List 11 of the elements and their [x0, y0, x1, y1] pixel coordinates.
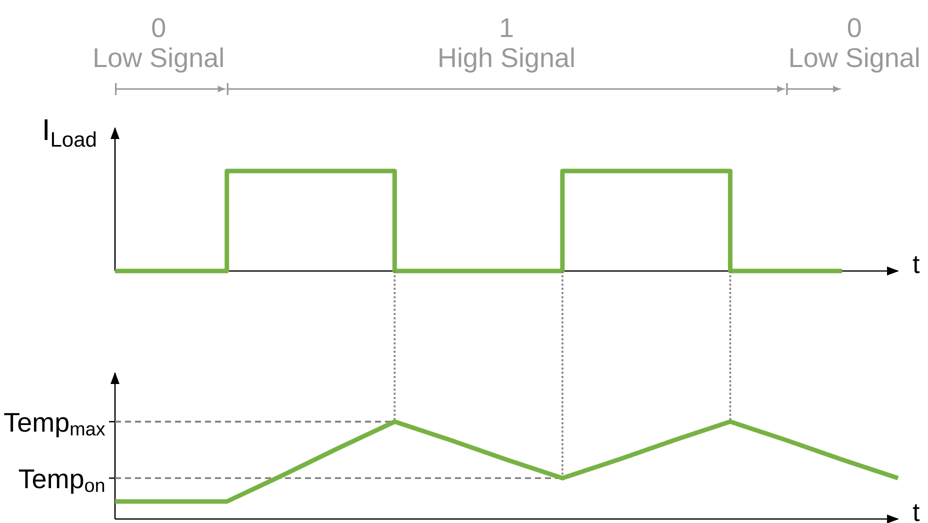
x-axis-title: t	[912, 504, 920, 522]
ref-line-label: Temp$_{on}$	[18, 470, 104, 494]
text: High Signal	[440, 47, 574, 73]
text: Low Signal	[94, 47, 223, 73]
y-axis-title: I$_{Load}$	[44, 119, 96, 147]
text: 0	[152, 18, 166, 38]
text: Low Signal	[790, 47, 919, 73]
x-axis-title: t	[912, 256, 920, 274]
text: 0	[848, 18, 861, 38]
ref-line-label: Temp$_{max}$	[4, 413, 106, 438]
text: 1	[501, 18, 513, 37]
